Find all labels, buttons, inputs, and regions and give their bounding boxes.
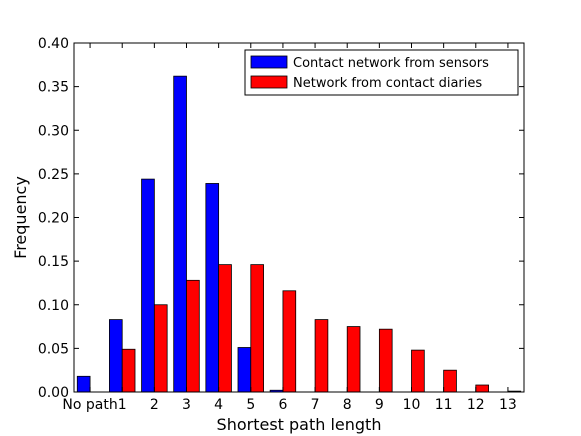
bar-diaries-11 xyxy=(443,369,457,393)
legend-swatch-sensors xyxy=(250,55,288,69)
y-tick-label-0: 0.00 xyxy=(38,385,69,401)
legend: Contact network from sensors Network fro… xyxy=(244,49,519,96)
bar-diaries-2 xyxy=(153,304,168,393)
bar-sensors-0 xyxy=(76,375,91,393)
y-tick-label-2: 0.10 xyxy=(38,298,69,314)
bar-diaries-8 xyxy=(346,326,361,393)
bar-diaries-12 xyxy=(475,384,489,393)
x-tick-label-13: 13 xyxy=(499,397,517,413)
bar-diaries-9 xyxy=(378,328,393,393)
x-tick-label-7: 7 xyxy=(311,397,320,413)
x-tick-label-4: 4 xyxy=(214,397,223,413)
bar-sensors-4 xyxy=(205,183,220,393)
bar-diaries-5 xyxy=(250,264,264,393)
legend-label-diaries: Network from contact diaries xyxy=(293,76,482,91)
y-tick-label-5: 0.25 xyxy=(38,167,69,183)
x-tick-label-2: 2 xyxy=(150,397,159,413)
y-tick-label-3: 0.15 xyxy=(38,254,69,270)
bar-diaries-1 xyxy=(121,348,136,393)
bar-sensors-5 xyxy=(237,347,252,393)
y-tick-label-8: 0.40 xyxy=(38,36,69,52)
ticks-layer: 0.00 0.05 0.10 0.15 0.20 0.25 0.30 0.35 0.40 No p… xyxy=(38,36,524,413)
bar-sensors-3 xyxy=(173,75,187,393)
y-tick-label-7: 0.35 xyxy=(38,80,69,96)
bar-diaries-7 xyxy=(314,319,329,393)
y-tick-label-4: 0.20 xyxy=(38,211,69,227)
x-tick-label-8: 8 xyxy=(343,397,352,413)
x-axis-title: Shortest path length xyxy=(217,415,382,434)
x-tick-label-6: 6 xyxy=(278,397,287,413)
y-tick-label-6: 0.30 xyxy=(38,123,69,139)
y-axis-title: Frequency xyxy=(11,176,30,259)
x-tick-label-9: 9 xyxy=(375,397,384,413)
legend-swatch-diaries xyxy=(250,75,288,89)
x-tick-label-0: No path xyxy=(62,397,117,413)
x-tick-label-11: 11 xyxy=(435,397,453,413)
x-tick-label-3: 3 xyxy=(182,397,191,413)
legend-box xyxy=(244,49,519,96)
y-tick-label-1: 0.05 xyxy=(38,341,69,357)
bar-sensors-1 xyxy=(109,319,123,393)
x-tick-label-12: 12 xyxy=(467,397,485,413)
x-tick-label-5: 5 xyxy=(246,397,255,413)
x-tick-label-1: 1 xyxy=(118,397,127,413)
bar-diaries-10 xyxy=(411,349,425,393)
bar-sensors-2 xyxy=(141,178,155,393)
bar-diaries-4 xyxy=(218,264,232,393)
bar-diaries-3 xyxy=(186,279,200,393)
x-tick-label-10: 10 xyxy=(403,397,421,413)
bar-diaries-6 xyxy=(282,290,297,393)
bars-layer xyxy=(76,75,522,393)
legend-label-sensors: Contact network from sensors xyxy=(293,56,489,71)
